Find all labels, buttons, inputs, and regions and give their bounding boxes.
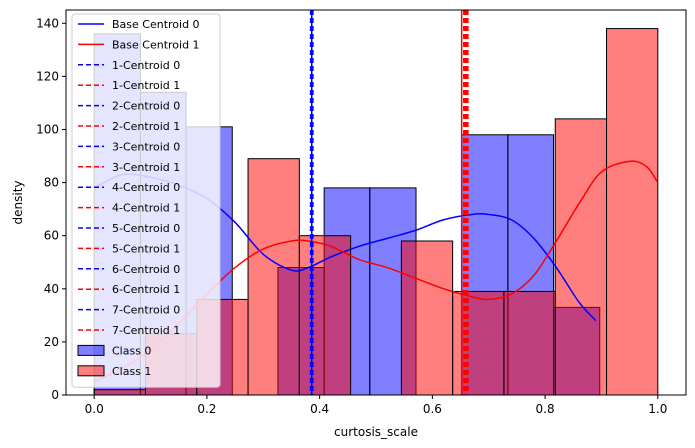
bar-class-1-6 [400,240,454,396]
y-tick-label: 100 [36,122,59,136]
legend-label: 5-Centroid 1 [112,242,180,255]
bar-class-1-0 [93,389,146,396]
y-tick-label: 0 [51,388,59,402]
y-axis-label: density [11,181,25,225]
legend-label: 7-Centroid 1 [112,324,180,337]
legend-label: Base Centroid 1 [112,38,200,51]
legend-label: 3-Centroid 1 [112,161,180,174]
x-tick-label: 1.0 [648,402,667,416]
legend-label: 1-Centroid 0 [112,59,180,72]
y-tick-label: 80 [44,176,59,190]
bar-class-1-7 [452,290,505,396]
legend-label: Class 1 [112,365,151,378]
legend-label: Base Centroid 0 [112,18,200,31]
legend-label: 6-Centroid 1 [112,283,180,296]
y-axis-ticks: 0 20 40 60 80 100 120 140 [36,16,66,402]
bar-class-1-10 [606,28,659,396]
legend-label: 4-Centroid 1 [112,202,180,215]
x-axis-ticks: 0.0 0.2 0.4 0.6 0.8 1.0 [85,395,667,416]
bar-class-1-9 [554,118,608,396]
legend-label: 1-Centroid 1 [112,79,180,92]
x-tick-label: 0.0 [85,402,104,416]
x-tick-label: 0.4 [310,402,329,416]
centroid-lines [309,10,469,395]
legend-label: 7-Centroid 0 [112,304,180,317]
y-tick-label: 120 [36,69,59,83]
legend-box [71,13,221,388]
legend-label: Class 0 [112,344,151,357]
bar-class-1-3 [247,158,300,396]
plot-frame [65,9,687,396]
y-tick-label: 140 [36,16,59,30]
bar-class-1-8 [503,290,556,396]
bar-class-1-4 [298,235,352,396]
legend-label: 2-Centroid 1 [112,120,180,133]
legend-swatch [77,365,105,377]
legend-label: 4-Centroid 0 [112,181,180,194]
legend-label: 2-Centroid 0 [112,100,180,113]
legend-swatch [77,344,105,356]
x-tick-label: 0.8 [536,402,555,416]
y-tick-label: 20 [44,335,59,349]
legend-label: 5-Centroid 0 [112,222,180,235]
x-axis-label: curtosis_scale [334,425,418,439]
legend-label: 3-Centroid 0 [112,140,180,153]
x-tick-label: 0.2 [197,402,216,416]
x-tick-label: 0.6 [423,402,442,416]
y-tick-label: 60 [44,229,59,243]
y-tick-label: 40 [44,282,59,296]
legend: Base Centroid 0 Base Centroid 1 1-Centroid… [71,13,221,388]
legend-label: 6-Centroid 0 [112,263,180,276]
